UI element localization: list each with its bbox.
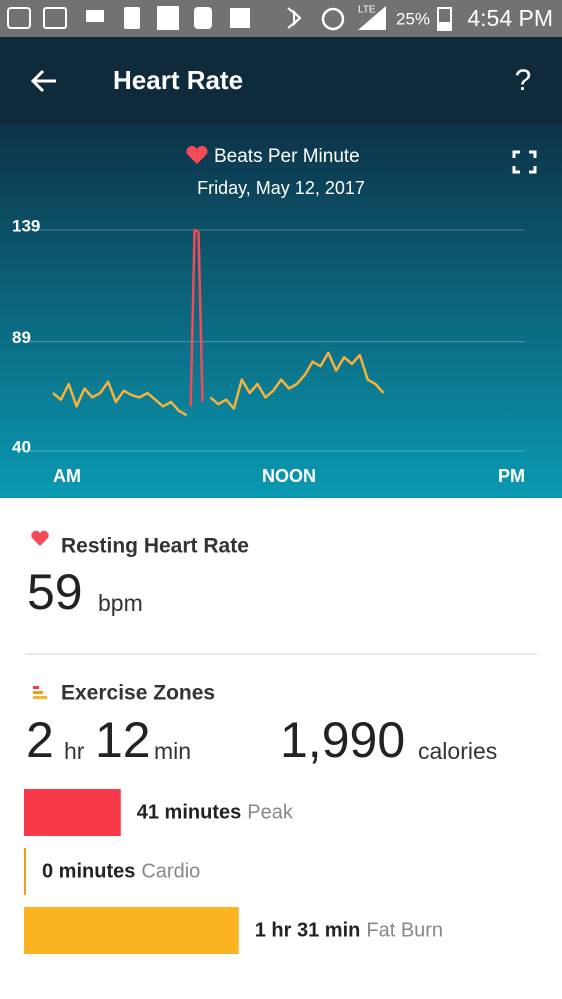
zone-bar: [24, 907, 239, 954]
exercise-label: Exercise Zones: [61, 682, 215, 705]
network: LTE: [358, 5, 376, 16]
title: Heart Rate: [113, 65, 243, 95]
hours: 2: [26, 712, 54, 768]
legend: Beats Per Minute: [214, 146, 360, 167]
zone-minutes: 41 minutes: [137, 802, 241, 824]
resting-unit: bpm: [98, 590, 143, 616]
chart-area: [0, 125, 562, 498]
fullscreen-button[interactable]: [512, 150, 537, 174]
help-button[interactable]: ?: [515, 64, 532, 97]
heart-rate-line: [189, 228, 204, 407]
zone-name: Fat Burn: [366, 920, 443, 942]
back-button[interactable]: [30, 69, 56, 93]
zones-icon: [33, 686, 47, 699]
heart-icon: [31, 530, 49, 546]
resting-label: Resting Heart Rate: [61, 535, 249, 558]
battery: 25%: [396, 9, 430, 28]
x-tick-label: NOON: [262, 466, 316, 486]
y-tick-label: 139: [12, 216, 40, 235]
zone-minutes: 1 hr 31 min: [255, 920, 361, 942]
minutes: 12: [95, 712, 151, 768]
zone-label: 0 minutes Cardio: [42, 861, 200, 883]
minutes-unit: min: [154, 738, 191, 764]
clock: 4:54 PM: [467, 5, 553, 31]
subtitle: Friday, May 12, 2017: [197, 178, 365, 198]
zone-bar: [24, 789, 121, 836]
hours-unit: hr: [64, 738, 85, 764]
x-tick-label: PM: [498, 466, 525, 486]
app-bar: [0, 37, 562, 125]
calories: 1,990: [280, 712, 405, 768]
zone-name: Cardio: [141, 861, 200, 883]
zone-label: 1 hr 31 min Fat Burn: [255, 920, 443, 942]
heart-rate-line: [52, 351, 385, 417]
zone-minutes: 0 minutes: [42, 861, 135, 883]
zone-label: 41 minutes Peak: [137, 802, 294, 824]
y-tick-label: 40: [12, 437, 31, 456]
status-icons: [7, 6, 452, 31]
y-tick-label: 89: [12, 328, 31, 347]
x-tick-label: AM: [53, 466, 81, 486]
resting-value: 59: [27, 564, 83, 620]
calories-unit: calories: [418, 738, 497, 764]
zone-name: Peak: [247, 802, 294, 824]
heart-icon: [186, 145, 208, 164]
